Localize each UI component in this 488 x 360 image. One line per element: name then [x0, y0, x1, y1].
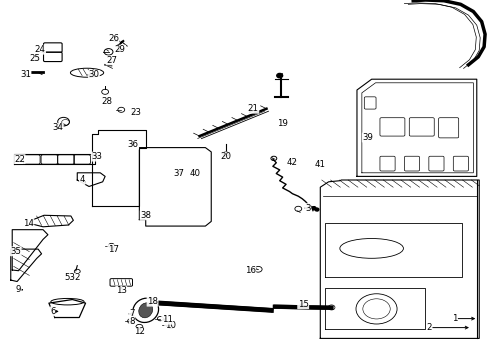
Text: 33: 33 — [91, 152, 102, 161]
Circle shape — [276, 73, 282, 78]
Text: 11: 11 — [162, 315, 172, 324]
Text: 36: 36 — [127, 140, 138, 149]
Text: 37: 37 — [173, 169, 183, 178]
Text: 38: 38 — [140, 211, 151, 220]
Text: 39: 39 — [362, 133, 372, 142]
Text: 30: 30 — [88, 71, 99, 79]
Text: 1: 1 — [451, 314, 457, 323]
Text: 27: 27 — [106, 56, 117, 65]
Text: 42: 42 — [286, 158, 297, 167]
Circle shape — [314, 208, 318, 211]
Text: 6: 6 — [50, 307, 56, 316]
Text: 26: 26 — [108, 34, 119, 43]
Text: 20: 20 — [220, 152, 231, 161]
Text: 9: 9 — [16, 285, 21, 294]
Text: 14: 14 — [23, 219, 34, 228]
Text: 17: 17 — [108, 245, 119, 253]
Text: 40: 40 — [189, 169, 200, 178]
Text: 25: 25 — [30, 54, 41, 63]
Text: 3: 3 — [305, 204, 310, 212]
Text: 28: 28 — [101, 97, 112, 106]
Text: 29: 29 — [115, 45, 125, 54]
Text: 16: 16 — [244, 266, 255, 275]
Text: 532: 532 — [64, 274, 81, 282]
Text: 18: 18 — [147, 297, 158, 306]
Text: 7: 7 — [129, 309, 135, 318]
Text: 31: 31 — [20, 71, 31, 79]
Ellipse shape — [139, 303, 152, 318]
Text: 8: 8 — [129, 317, 135, 325]
Text: 15: 15 — [297, 300, 308, 309]
Text: 10: 10 — [164, 321, 175, 330]
Text: 12: 12 — [134, 328, 144, 336]
Text: 41: 41 — [314, 161, 325, 169]
Circle shape — [311, 207, 315, 210]
Text: 23: 23 — [130, 108, 141, 117]
Text: 13: 13 — [116, 287, 126, 295]
Text: 35: 35 — [10, 247, 21, 256]
Text: 22: 22 — [14, 154, 25, 163]
Text: 21: 21 — [247, 104, 258, 113]
Text: 19: 19 — [277, 118, 287, 127]
Text: 24: 24 — [35, 45, 45, 54]
Text: 4: 4 — [79, 175, 85, 184]
Text: 2: 2 — [426, 323, 431, 332]
Text: 34: 34 — [52, 123, 63, 132]
